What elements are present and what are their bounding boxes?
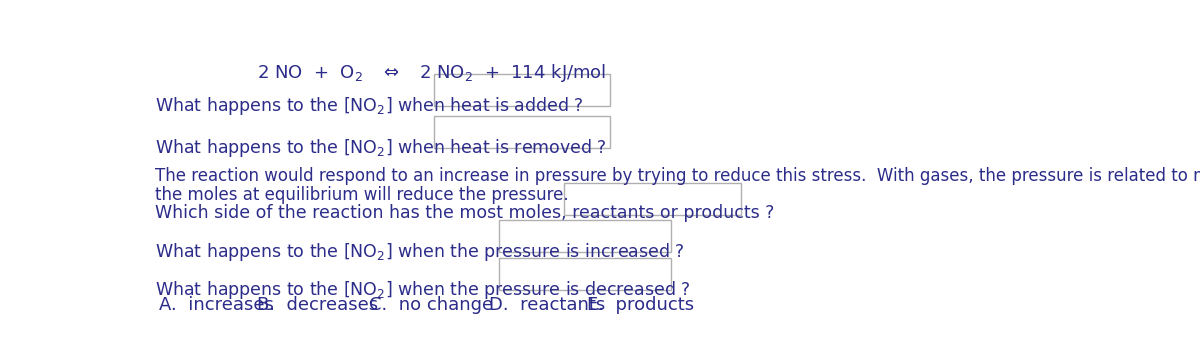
Text: What happens to the [NO$_2$] when the pressure is decreased ?: What happens to the [NO$_2$] when the pr… (155, 279, 690, 301)
FancyBboxPatch shape (564, 183, 740, 215)
Text: What happens to the [NO$_2$] when the pressure is increased ?: What happens to the [NO$_2$] when the pr… (155, 241, 684, 263)
Text: E.  products: E. products (587, 296, 695, 314)
Text: What happens to the [NO$_2$] when heat is added ?: What happens to the [NO$_2$] when heat i… (155, 95, 583, 117)
Text: What happens to the [NO$_2$] when heat is removed ?: What happens to the [NO$_2$] when heat i… (155, 137, 606, 159)
Text: The reaction would respond to an increase in pressure by trying to reduce this s: The reaction would respond to an increas… (155, 168, 1200, 185)
Text: D.  reactants: D. reactants (490, 296, 606, 314)
Text: the moles at equilibrium will reduce the pressure.: the moles at equilibrium will reduce the… (155, 186, 569, 203)
FancyBboxPatch shape (499, 258, 671, 290)
Text: 2 NO  +  O$_2$   $\Leftrightarrow$   2 NO$_2$  +  114 kJ/mol: 2 NO + O$_2$ $\Leftrightarrow$ 2 NO$_2$ … (257, 62, 606, 84)
Text: B.  decreases: B. decreases (257, 296, 378, 314)
FancyBboxPatch shape (433, 74, 611, 106)
FancyBboxPatch shape (499, 220, 671, 253)
FancyBboxPatch shape (433, 116, 611, 148)
Text: Which side of the reaction has the most moles, reactants or products ?: Which side of the reaction has the most … (155, 204, 774, 222)
Text: C.  no change: C. no change (368, 296, 493, 314)
Text: A.  increases: A. increases (160, 296, 274, 314)
